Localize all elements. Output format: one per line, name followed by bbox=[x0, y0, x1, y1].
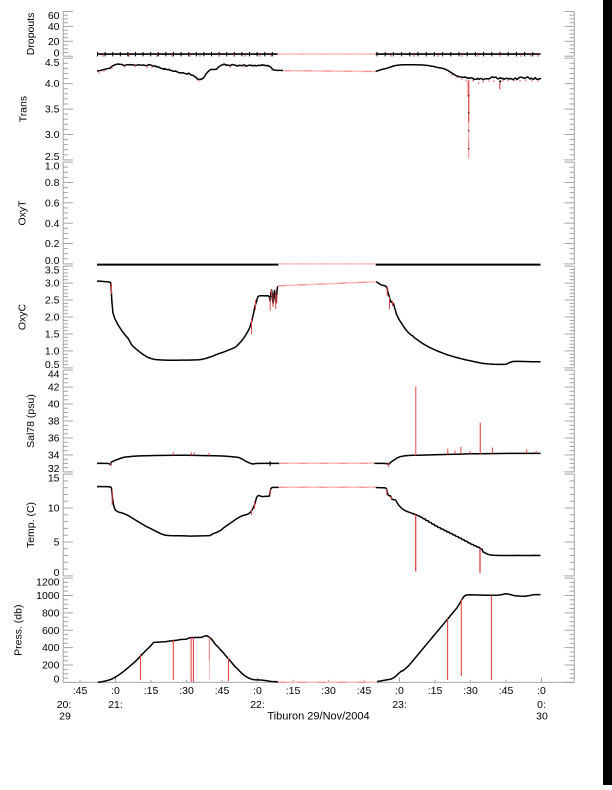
svg-text::45: :45 bbox=[499, 685, 514, 697]
svg-text:OxyC: OxyC bbox=[17, 303, 29, 330]
svg-text:OxyT: OxyT bbox=[17, 200, 29, 226]
svg-text:0.6: 0.6 bbox=[45, 197, 60, 209]
svg-text:42: 42 bbox=[48, 382, 60, 394]
svg-text:21:: 21: bbox=[108, 699, 123, 711]
svg-text:0: 0 bbox=[54, 567, 60, 579]
svg-text:29: 29 bbox=[59, 710, 71, 722]
svg-text:3.5: 3.5 bbox=[45, 104, 60, 116]
svg-text:1.5: 1.5 bbox=[45, 329, 60, 341]
svg-text:40: 40 bbox=[48, 399, 60, 411]
svg-text:1200: 1200 bbox=[36, 577, 60, 589]
svg-text:1000: 1000 bbox=[36, 590, 60, 602]
svg-text::30: :30 bbox=[179, 685, 194, 697]
svg-text:Tiburon 29/Nov/2004: Tiburon 29/Nov/2004 bbox=[267, 710, 369, 722]
svg-text:0.5: 0.5 bbox=[45, 359, 60, 371]
svg-text:1.0: 1.0 bbox=[45, 161, 60, 173]
svg-text:23:: 23: bbox=[392, 699, 407, 711]
svg-text:60: 60 bbox=[48, 10, 60, 22]
svg-text:200: 200 bbox=[42, 660, 60, 672]
svg-text::15: :15 bbox=[286, 685, 301, 697]
svg-text:0: 0 bbox=[54, 47, 60, 59]
svg-text:32: 32 bbox=[48, 463, 60, 475]
svg-text::0: :0 bbox=[111, 685, 120, 697]
svg-text:40: 40 bbox=[48, 21, 60, 33]
svg-text:15: 15 bbox=[48, 473, 60, 485]
svg-text:3.0: 3.0 bbox=[45, 129, 60, 141]
svg-text:44: 44 bbox=[48, 369, 60, 381]
svg-text:10: 10 bbox=[48, 503, 60, 515]
svg-text:1.0: 1.0 bbox=[45, 346, 60, 358]
svg-text::15: :15 bbox=[428, 685, 443, 697]
svg-text:0.8: 0.8 bbox=[45, 177, 60, 189]
svg-text:2.0: 2.0 bbox=[45, 312, 60, 324]
svg-text::30: :30 bbox=[321, 685, 336, 697]
svg-text:Press. (db): Press. (db) bbox=[13, 605, 25, 656]
svg-text:20: 20 bbox=[48, 36, 60, 48]
svg-text:4.5: 4.5 bbox=[45, 57, 60, 69]
svg-text:0.0: 0.0 bbox=[45, 255, 60, 267]
svg-text:3.5: 3.5 bbox=[45, 265, 60, 277]
svg-text::15: :15 bbox=[144, 685, 159, 697]
svg-text:0:: 0: bbox=[537, 699, 546, 711]
svg-text:400: 400 bbox=[42, 642, 60, 654]
svg-text:3.0: 3.0 bbox=[45, 278, 60, 290]
svg-text::45: :45 bbox=[215, 685, 230, 697]
svg-text:34: 34 bbox=[48, 450, 60, 462]
svg-text:0: 0 bbox=[54, 674, 60, 686]
svg-text:0.2: 0.2 bbox=[45, 238, 60, 250]
svg-text::45: :45 bbox=[73, 685, 88, 697]
svg-text:20:: 20: bbox=[57, 699, 72, 711]
svg-text:5: 5 bbox=[54, 537, 60, 549]
svg-text::45: :45 bbox=[357, 685, 372, 697]
svg-text:800: 800 bbox=[42, 608, 60, 620]
svg-text:Sal78 (psu): Sal78 (psu) bbox=[25, 394, 37, 448]
svg-text::0: :0 bbox=[395, 685, 404, 697]
svg-text:36: 36 bbox=[48, 433, 60, 445]
svg-text:4.0: 4.0 bbox=[45, 78, 60, 90]
svg-text:38: 38 bbox=[48, 416, 60, 428]
svg-text:Trans: Trans bbox=[18, 96, 30, 122]
svg-text::0: :0 bbox=[537, 685, 546, 697]
svg-text:30: 30 bbox=[536, 710, 548, 722]
svg-text:22:: 22: bbox=[250, 699, 265, 711]
svg-text:Dropouts: Dropouts bbox=[25, 13, 37, 56]
svg-text:Temp. (C): Temp. (C) bbox=[25, 502, 37, 548]
svg-text:2.5: 2.5 bbox=[45, 151, 60, 163]
svg-text:0.4: 0.4 bbox=[45, 218, 60, 230]
svg-text:600: 600 bbox=[42, 625, 60, 637]
svg-text::30: :30 bbox=[463, 685, 478, 697]
svg-text:2.5: 2.5 bbox=[45, 295, 60, 307]
svg-text::0: :0 bbox=[253, 685, 262, 697]
